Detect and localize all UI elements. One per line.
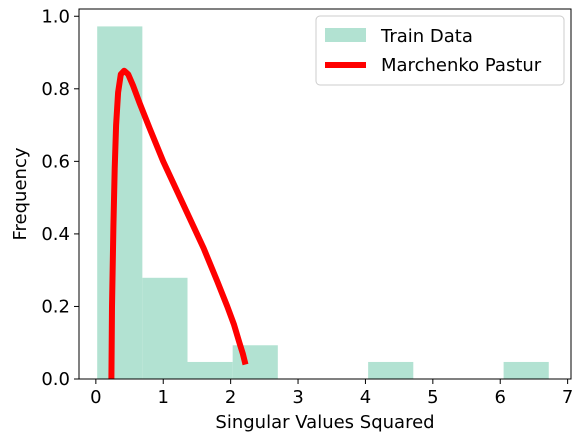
x-tick-label: 5 [427,387,438,408]
histogram-bar-1 [142,277,188,379]
legend-box [315,15,565,86]
plot-frame [78,8,572,380]
histogram-bar-9 [503,361,549,379]
x-axis-ticks: 0 1 2 3 4 5 6 7 [90,379,573,408]
y-axis-label: Frequency [10,147,31,240]
y-tick-label: 0.2 [41,296,70,317]
y-axis-ticks: 0.0 0.2 0.4 0.6 0.8 1.0 [41,6,79,390]
x-tick-label: 1 [158,387,169,408]
legend-swatch-train-data [325,28,366,42]
y-tick-label: 0.6 [41,151,70,172]
histogram-bar-6 [368,361,414,379]
legend: Train Data Marchenko Pastur [315,15,565,86]
marchenko-pastur-curve-group [108,67,249,380]
y-tick-label: 0.8 [41,79,70,100]
legend-label-train-data: Train Data [380,26,473,47]
y-tick-label: 0.0 [41,369,70,390]
marchenko-pastur-curve [108,67,249,380]
x-tick-label: 6 [495,387,506,408]
x-tick-label: 0 [90,387,101,408]
x-axis-label: Singular Values Squared [215,412,434,433]
y-tick-label: 1.0 [41,6,70,27]
x-tick-label: 2 [225,387,236,408]
x-tick-label: 4 [360,387,371,408]
legend-label-marchenko-pastur: Marchenko Pastur [381,55,542,76]
histogram-bar-2 [187,361,233,379]
y-tick-label: 0.4 [41,224,70,245]
x-tick-label: 3 [292,387,303,408]
x-tick-label: 7 [562,387,573,408]
